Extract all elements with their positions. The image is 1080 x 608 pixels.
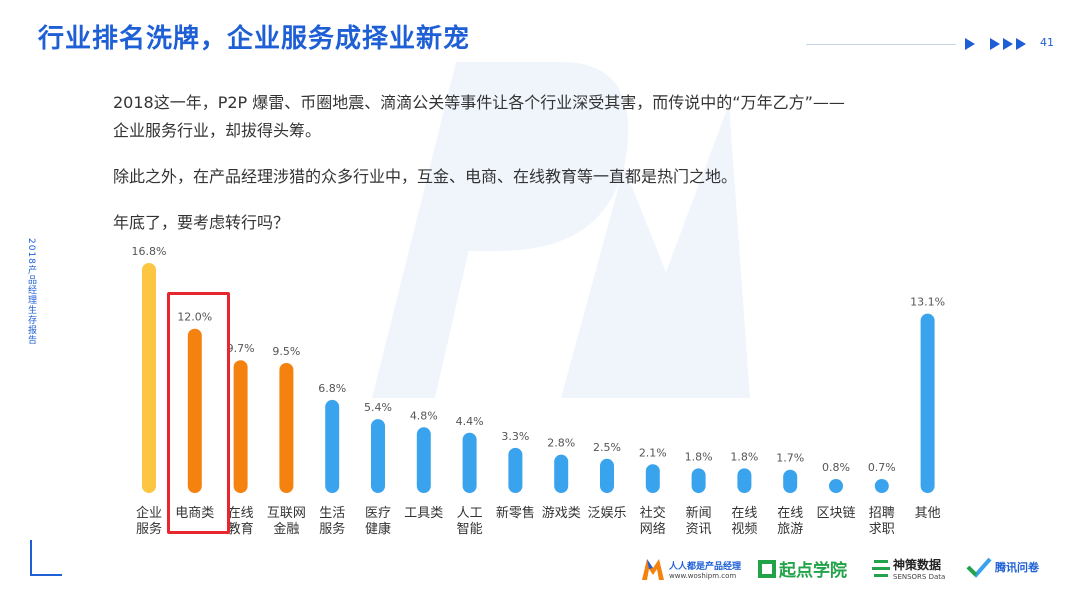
category-label: 在线	[228, 506, 254, 521]
category-label: 其他	[915, 506, 941, 521]
data-label: 12.0%	[177, 311, 212, 324]
logo-sub: www.woshipm.com	[669, 571, 737, 580]
data-label: 16.8%	[132, 245, 167, 258]
category-label: 视频	[731, 522, 757, 537]
data-label: 5.4%	[364, 401, 392, 414]
data-label: 9.5%	[272, 345, 300, 358]
data-label: 1.8%	[730, 450, 758, 463]
checkmark-icon	[966, 557, 992, 578]
intro-paragraph-line2: 企业服务行业，却拔得头筹。	[113, 121, 322, 140]
bar	[874, 479, 889, 493]
arrow-icon	[990, 38, 1000, 50]
pm-watermark	[372, 62, 750, 398]
bar	[279, 362, 294, 493]
category-label: 游戏类	[542, 506, 581, 521]
bar	[508, 447, 523, 493]
data-label: 2.8%	[547, 437, 575, 450]
category-label: 教育	[228, 521, 254, 537]
intro-paragraph-line1: 2018这一年，P2P 爆雷、币圈地震、滴滴公关等事件让各个行业深受其害，而传说…	[113, 93, 845, 112]
logo-name: 神策数据	[893, 558, 942, 572]
bar	[462, 432, 477, 493]
data-label: 0.8%	[822, 461, 850, 474]
data-label: 0.7%	[868, 461, 896, 474]
bar	[829, 479, 843, 493]
data-label: 2.5%	[593, 441, 621, 454]
logo-sensors: 神策数据 SENSORS Data	[872, 556, 945, 581]
category-label: 电商类	[175, 506, 214, 521]
data-label: 1.7%	[776, 452, 804, 465]
bar	[645, 464, 660, 493]
category-label: 服务	[319, 521, 345, 537]
arrow-icon	[1003, 38, 1013, 50]
header-divider	[806, 44, 956, 45]
category-label: 生活	[319, 506, 345, 521]
data-label: 4.8%	[410, 409, 438, 422]
page-title: 行业排名洗牌，企业服务成择业新宠	[38, 24, 471, 54]
category-label: 网络	[640, 521, 666, 537]
data-label: 1.8%	[685, 450, 713, 463]
bar	[233, 360, 248, 493]
bar	[325, 399, 340, 493]
logo-name: 起点学院	[779, 561, 847, 581]
category-label: 企业	[136, 505, 162, 521]
data-label: 3.3%	[501, 430, 529, 443]
report-label: 2018产品经理生存报告	[26, 238, 36, 345]
bar	[600, 458, 614, 493]
bar	[142, 263, 156, 493]
logo-name: 人人都是产品经理	[669, 561, 742, 572]
data-label: 13.1%	[910, 296, 945, 309]
corner-decoration	[30, 540, 62, 576]
category-label: 区块链	[816, 506, 855, 521]
category-label: 健康	[365, 521, 391, 537]
logo-woshipm: 人人都是产品经理 www.woshipm.com	[640, 556, 741, 582]
highlight-box	[167, 292, 230, 534]
arrow-icon	[1016, 38, 1026, 50]
category-label: 新零售	[496, 505, 535, 521]
category-label: 新闻	[686, 505, 712, 521]
category-label: 智能	[457, 522, 483, 537]
bar	[371, 419, 385, 493]
sensors-logo-icon	[872, 559, 890, 577]
category-label: 求职	[869, 522, 895, 537]
bar	[737, 468, 752, 493]
category-label: 泛娱乐	[587, 506, 626, 521]
category-label: 在线	[731, 506, 757, 521]
bar	[416, 427, 431, 493]
category-label: 医疗	[365, 506, 391, 521]
category-label: 旅游	[777, 522, 803, 537]
data-label: 9.7%	[227, 342, 255, 355]
question-paragraph: 年底了，要考虑转行吗？	[113, 213, 290, 232]
category-label: 人工	[457, 506, 483, 521]
bar	[187, 328, 202, 493]
logo-qidian: 起点学院	[758, 556, 847, 581]
page-number: 41	[1040, 36, 1054, 49]
logo-sub: SENSORS Data	[893, 573, 946, 581]
logo-tencent-survey: 腾讯问卷	[966, 556, 1039, 578]
category-label: 服务	[136, 521, 162, 537]
category-label: 工具类	[404, 506, 443, 521]
category-label: 社交	[640, 505, 666, 521]
category-label: 资讯	[686, 522, 712, 537]
arrow-icon	[965, 38, 975, 50]
logo-name: 腾讯问卷	[995, 561, 1039, 574]
category-label: 招聘	[869, 506, 895, 521]
data-label: 2.1%	[639, 446, 667, 459]
qidian-logo-icon	[758, 559, 776, 578]
data-label: 6.8%	[318, 382, 346, 395]
category-label: 互联网	[267, 506, 306, 521]
bar	[554, 454, 569, 493]
data-label: 4.4%	[456, 415, 484, 428]
hot-industries-paragraph: 除此之外，在产品经理涉猎的众多行业中，互金、电商、在线教育等一直都是热门之地。	[113, 167, 738, 186]
category-label: 在线	[777, 506, 803, 521]
bar	[920, 313, 935, 493]
bar	[783, 469, 798, 493]
category-label: 金融	[273, 521, 299, 537]
woshipm-logo-icon	[642, 559, 664, 580]
bar	[691, 468, 706, 493]
